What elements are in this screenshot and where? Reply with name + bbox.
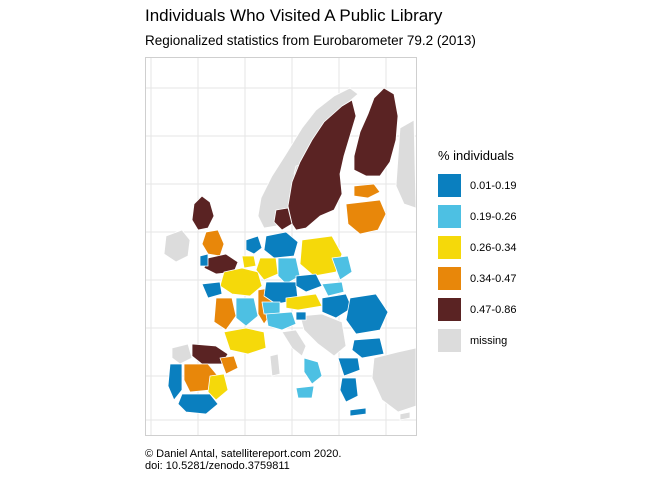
region-wales <box>199 253 209 267</box>
region-cyprus <box>399 411 411 421</box>
legend-item: 0.19-0.26 <box>438 201 516 232</box>
legend-swatch <box>438 329 461 352</box>
legend-label: 0.19-0.26 <box>470 210 517 223</box>
region-greece-north <box>337 357 361 377</box>
legend-title: % individuals <box>438 148 514 163</box>
region-belgium <box>241 255 257 269</box>
region-turkey <box>371 347 416 413</box>
caption-copyright: © Daniel Antal, satellitereport.com 2020… <box>145 448 342 460</box>
region-france-west <box>213 297 237 331</box>
legend-item: missing <box>438 325 516 356</box>
region-czech <box>295 273 323 293</box>
legend-item: 0.47-0.86 <box>438 294 516 325</box>
region-sweden <box>287 99 357 231</box>
region-poland-east <box>331 255 353 281</box>
region-italy-center <box>281 329 307 357</box>
region-italy-south <box>303 357 323 385</box>
region-galicia <box>171 343 193 365</box>
region-france-center <box>235 297 259 327</box>
region-france-north <box>219 267 263 297</box>
legend-label: 0.26-0.34 <box>470 241 517 254</box>
region-slovakia <box>321 281 345 297</box>
region-germany-center <box>277 257 301 285</box>
legend-swatch <box>438 298 461 321</box>
region-netherlands <box>245 235 263 255</box>
region-austria <box>285 293 323 311</box>
caption: © Daniel Antal, satellitereport.com 2020… <box>145 448 341 472</box>
region-scotland <box>191 195 215 231</box>
region-balkans-missing <box>299 313 347 357</box>
region-catalonia <box>219 355 239 375</box>
legend-item: 0.26-0.34 <box>438 232 516 263</box>
map-title: Individuals Who Visited A Public Library <box>145 6 443 25</box>
region-portugal <box>167 363 183 401</box>
region-italy-north <box>265 311 297 331</box>
legend: % individuals 0.01-0.19 0.19-0.26 0.26-0… <box>438 148 516 356</box>
region-sicily <box>295 385 315 399</box>
region-romania <box>345 293 389 335</box>
legend-item: 0.01-0.19 <box>438 170 516 201</box>
legend-label: 0.34-0.47 <box>470 272 517 285</box>
region-estonia <box>353 183 381 199</box>
legend-swatch <box>438 236 461 259</box>
region-andalusia <box>177 393 219 415</box>
region-crete <box>349 407 367 417</box>
region-poland <box>299 235 343 277</box>
region-germany-west <box>255 257 279 281</box>
legend-label: 0.47-0.86 <box>470 303 517 316</box>
map-panel <box>145 57 417 436</box>
region-greece-south <box>339 377 359 403</box>
region-east-missing <box>395 119 416 209</box>
legend-swatch <box>438 267 461 290</box>
legend-swatch <box>438 174 461 197</box>
region-denmark <box>273 207 293 231</box>
region-england-north <box>201 229 225 257</box>
region-france-south <box>223 327 267 355</box>
region-ireland <box>163 229 191 263</box>
legend-label: 0.01-0.19 <box>470 179 517 192</box>
region-finland <box>353 87 399 177</box>
europe-map <box>146 58 416 435</box>
legend-label: missing <box>470 334 508 347</box>
legend-item: 0.34-0.47 <box>438 263 516 294</box>
region-hungary <box>321 293 353 319</box>
map-subtitle: Regionalized statistics from Eurobaromet… <box>145 33 476 48</box>
region-slovenia <box>295 311 307 321</box>
region-latvia-lithuania <box>345 199 387 235</box>
region-germany-north <box>263 231 299 259</box>
region-bulgaria <box>351 337 385 359</box>
region-sardinia <box>269 353 281 377</box>
region-spain-east <box>207 373 229 401</box>
legend-swatch <box>438 205 461 228</box>
caption-doi: doi: 10.5281/zenodo.3759811 <box>145 460 290 472</box>
region-switzerland <box>261 301 281 315</box>
region-brittany <box>201 281 223 299</box>
